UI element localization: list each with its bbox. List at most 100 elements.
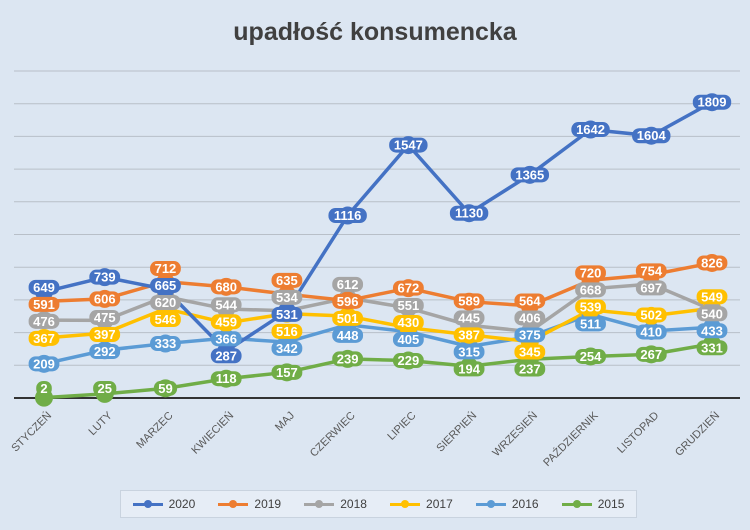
legend-entry-2018: 2018: [304, 497, 367, 511]
legend-entry-2016: 2016: [475, 497, 539, 511]
data-label-bg-2020: [328, 208, 367, 224]
data-label-bg-2015: [514, 361, 546, 377]
data-label-bg-2019: [271, 272, 303, 288]
data-label-2017: 516: [276, 324, 298, 339]
data-label-2015: 25: [97, 381, 111, 396]
data-label-bg-2016: [210, 331, 242, 347]
data-label-2019: 680: [215, 279, 237, 294]
data-label-bg-2019: [635, 263, 667, 279]
data-label-bg-2020: [571, 122, 610, 138]
data-label-bg-2018: [332, 276, 364, 292]
data-label-2019: 564: [519, 293, 541, 308]
data-label-bg-2020: [632, 128, 671, 144]
data-label-2015: 229: [398, 353, 420, 368]
data-label-bg-2017: [332, 310, 364, 326]
data-label-2017: 387: [458, 327, 480, 342]
series-line-2018: [43, 282, 713, 334]
data-label-bg-2019: [89, 291, 121, 307]
data-label-2015: 157: [276, 365, 298, 380]
data-label-bg-2015: [36, 381, 52, 396]
data-label-bg-2020: [692, 94, 732, 110]
data-label-bg-2020: [210, 348, 242, 364]
data-label-bg-2017: [635, 307, 667, 323]
x-tick-label: LUTY: [86, 409, 115, 438]
legend-marker: [390, 499, 421, 508]
data-label-bg-2017: [392, 314, 424, 330]
x-tick-label: STYCZEŃ: [9, 409, 55, 455]
data-label-2018: 544: [215, 297, 237, 312]
data-label-2015: 2: [40, 381, 47, 396]
data-label-bg-2020: [150, 278, 181, 294]
data-label-2019: 712: [155, 261, 177, 276]
legend-marker: [132, 499, 163, 508]
data-label-2016: 410: [640, 324, 662, 339]
data-label-2018: 476: [33, 314, 55, 329]
data-label-bg-2016: [453, 344, 485, 360]
data-label-2017: 502: [640, 307, 662, 322]
data-label-bg-2016: [332, 327, 364, 343]
data-label-bg-2018: [271, 289, 303, 305]
x-tick-label: SIERPIEŃ: [434, 409, 480, 455]
data-label-2018: 540: [701, 306, 723, 321]
data-label-bg-2020: [510, 167, 550, 183]
data-label-bg-2020: [449, 205, 489, 221]
data-label-2019: 635: [276, 273, 298, 288]
data-label-2020: 1642: [576, 122, 605, 137]
data-label-2015: 331: [701, 340, 723, 355]
x-tick-label: LISTOPAD: [615, 410, 661, 456]
data-label-2016: 209: [33, 356, 55, 371]
data-label-2018: 551: [398, 298, 420, 313]
data-label-bg-2017: [28, 330, 60, 346]
data-label-2017: 367: [33, 331, 55, 346]
data-label-bg-2016: [89, 344, 121, 360]
data-label-bg-2018: [392, 297, 424, 313]
data-label-bg-2019: [28, 296, 60, 312]
legend-marker: [218, 499, 249, 508]
data-label-2015: 59: [158, 381, 172, 396]
x-tick-label: KWIECIEŃ: [189, 409, 237, 457]
legend-entry-2020: 2020: [132, 497, 195, 511]
data-label-bg-2016: [514, 327, 546, 343]
data-label-2016: 375: [519, 327, 541, 342]
data-label-2018: 534: [276, 290, 298, 305]
data-label-2017: 459: [215, 314, 237, 329]
data-label-2018: 668: [580, 282, 602, 297]
data-label-2017: 345: [519, 344, 541, 359]
legend-marker: [475, 499, 506, 508]
legend-label: 2019: [254, 497, 282, 511]
data-label-bg-2017: [575, 299, 606, 315]
series-line-2015: [43, 342, 713, 400]
data-label-2015: 194: [458, 361, 480, 376]
data-label-bg-2015: [696, 340, 728, 356]
data-label-bg-2020: [28, 279, 60, 295]
data-label-bg-2017: [89, 327, 121, 343]
legend-entry-2017: 2017: [390, 497, 453, 511]
data-label-2019: 589: [458, 293, 480, 308]
data-label-2017: 549: [701, 289, 723, 304]
data-label-bg-2019: [332, 293, 364, 309]
data-label-bg-2019: [514, 293, 546, 309]
data-label-bg-2019: [696, 255, 728, 271]
data-label-2015: 237: [519, 361, 541, 376]
data-label-bg-2018: [575, 282, 606, 298]
data-label-2015: 267: [640, 347, 662, 362]
legend: 2020 2019 2018 2017 2016 2015: [120, 490, 637, 518]
data-label-bg-2015: [153, 380, 178, 396]
data-label-bg-2015: [453, 361, 485, 377]
x-tick-label: CZERWIEC: [308, 410, 358, 460]
x-tick-label: WRZESIEŃ: [490, 409, 540, 459]
data-label-2016: 333: [155, 336, 177, 351]
data-label-2017: 430: [398, 315, 420, 330]
data-label-2019: 606: [94, 291, 116, 306]
data-label-2018: 445: [458, 310, 480, 325]
data-label-bg-2016: [635, 324, 667, 340]
data-label-bg-2019: [392, 280, 424, 296]
data-label-bg-2018: [453, 310, 485, 326]
data-label-bg-2015: [93, 381, 117, 396]
data-label-bg-2020: [389, 137, 428, 153]
legend-marker: [561, 499, 592, 508]
data-label-2020: 665: [155, 278, 177, 293]
data-label-2019: 826: [701, 255, 723, 270]
data-label-bg-2016: [271, 340, 303, 356]
